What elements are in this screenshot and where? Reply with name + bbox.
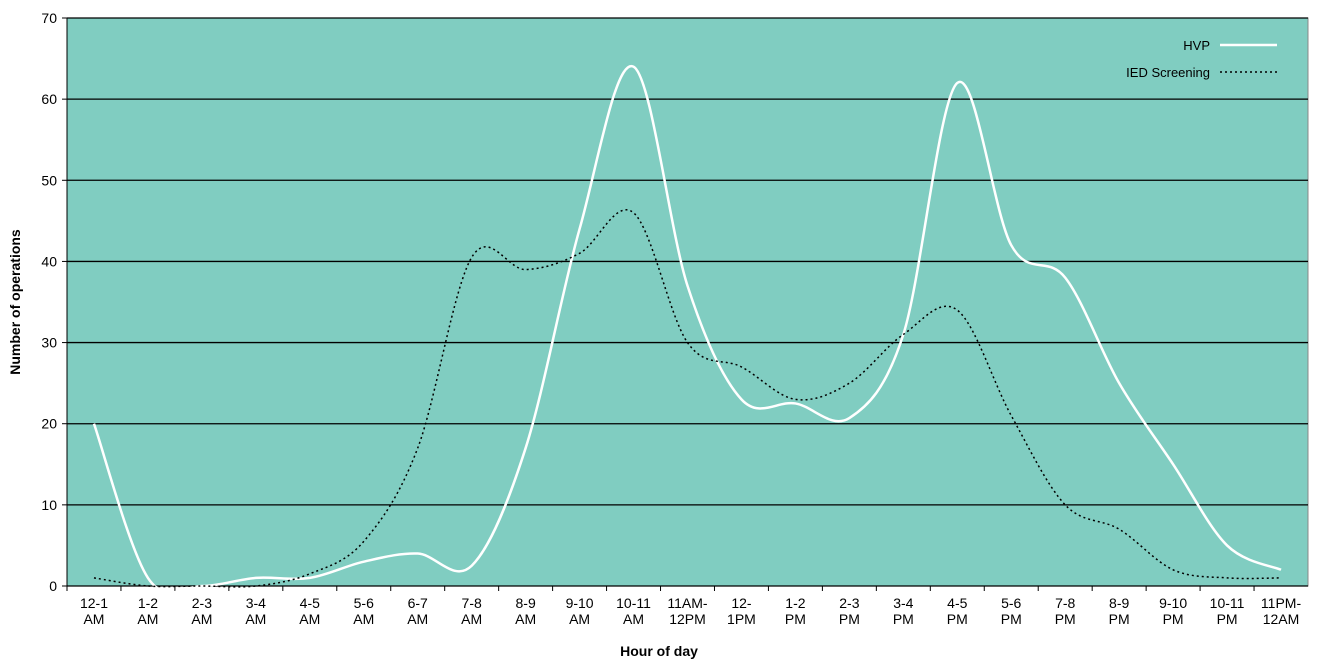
y-tick-label: 40 bbox=[41, 253, 57, 269]
y-tick-label: 20 bbox=[41, 416, 57, 432]
x-tick-label: 3-4 PM bbox=[893, 595, 914, 627]
x-axis-title: Hour of day bbox=[620, 643, 698, 659]
x-tick-label: 10-11 PM bbox=[1210, 595, 1245, 627]
x-tick-label: 12-1 AM bbox=[80, 595, 108, 627]
x-tick-label: 8-9 AM bbox=[515, 595, 536, 627]
y-axis-title: Number of operations bbox=[7, 229, 23, 375]
x-tick-label: 9-10 AM bbox=[566, 595, 594, 627]
series-line bbox=[92, 65, 1282, 594]
plot-area bbox=[66, 17, 1309, 587]
x-tick-label: 1-2 AM bbox=[137, 595, 158, 627]
y-tick-label: 30 bbox=[41, 335, 57, 351]
x-tick-label: 7-8 PM bbox=[1055, 595, 1076, 627]
x-tick-label: 4-5 AM bbox=[299, 595, 320, 627]
series-line bbox=[93, 209, 1282, 588]
x-tick-label: 2-3 AM bbox=[191, 595, 212, 627]
x-tick-label: 1-2 PM bbox=[785, 595, 806, 627]
x-tick-label: 2-3 PM bbox=[839, 595, 860, 627]
x-tick-label: 9-10 PM bbox=[1159, 595, 1187, 627]
x-tick-label: 11AM-12PM bbox=[667, 595, 708, 627]
y-tick-label: 70 bbox=[41, 10, 57, 26]
legend-label: IED Screening bbox=[1126, 65, 1210, 80]
x-tick-label: 3-4 AM bbox=[245, 595, 266, 627]
legend-label: HVP bbox=[1183, 38, 1210, 53]
x-tick-label: 11PM-12AM bbox=[1261, 595, 1302, 627]
x-tick-label: 12-1PM bbox=[727, 595, 756, 627]
y-tick-label: 0 bbox=[49, 578, 57, 594]
x-tick-label: 8-9 PM bbox=[1109, 595, 1130, 627]
x-tick-label: 4-5 PM bbox=[947, 595, 968, 627]
x-tick-label: 6-7 AM bbox=[407, 595, 428, 627]
x-tick-label: 7-8 AM bbox=[461, 595, 482, 627]
x-tick-label: 5-6 AM bbox=[353, 595, 374, 627]
y-tick-label: 50 bbox=[41, 172, 57, 188]
y-tick-label: 10 bbox=[41, 497, 57, 513]
x-tick-label: 5-6 PM bbox=[1001, 595, 1022, 627]
x-tick-label: 10-11 AM bbox=[616, 595, 651, 627]
y-tick-label: 60 bbox=[41, 91, 57, 107]
